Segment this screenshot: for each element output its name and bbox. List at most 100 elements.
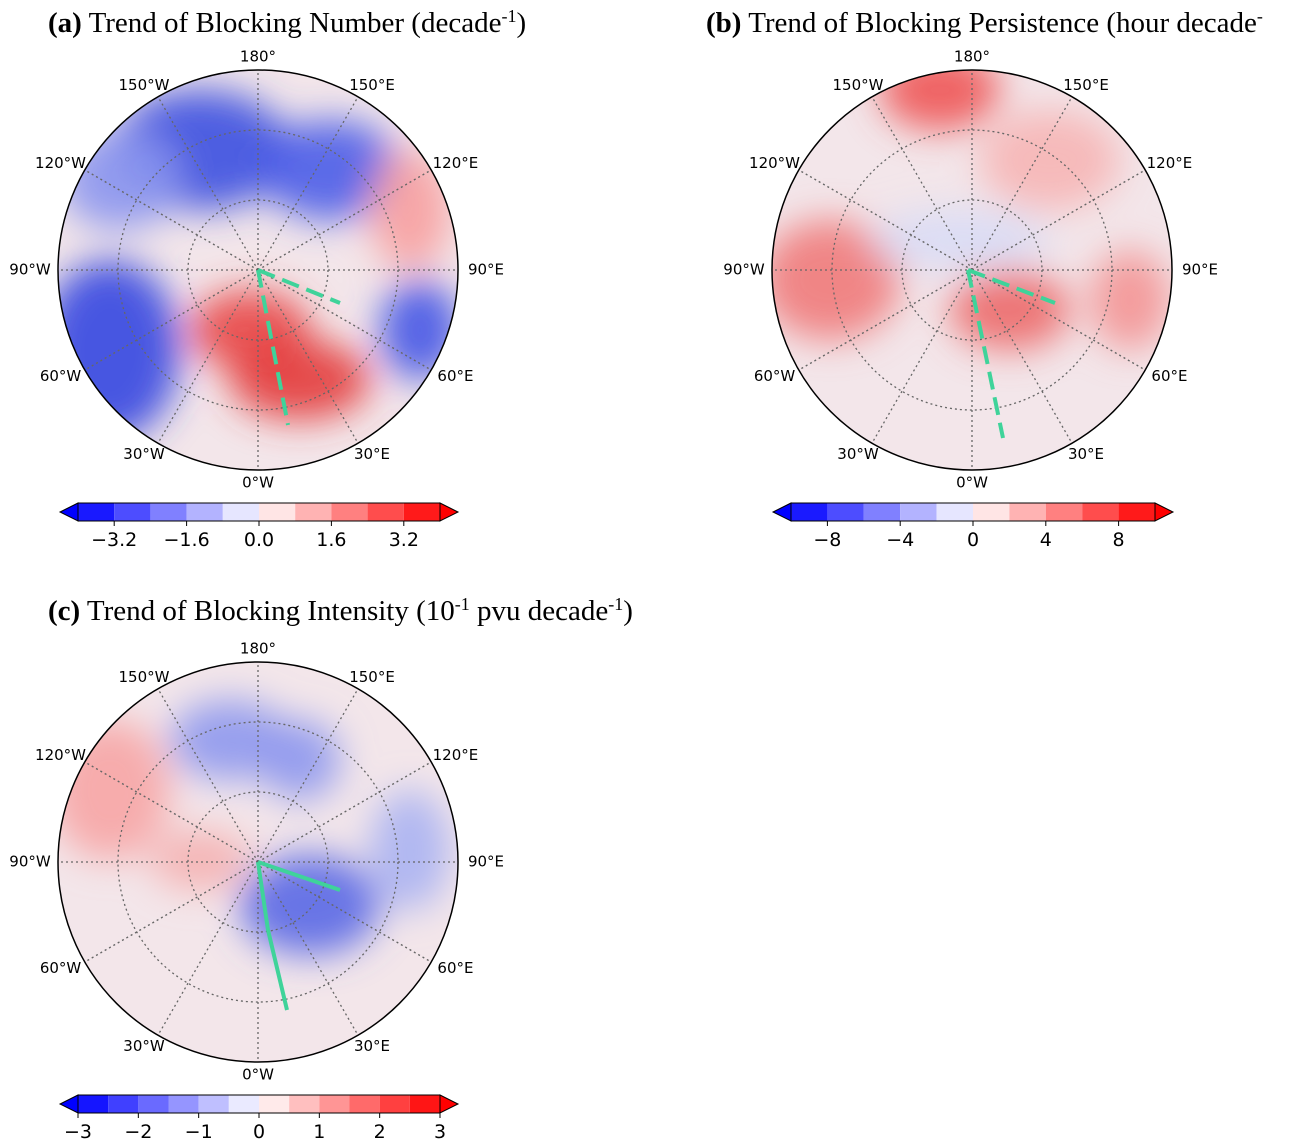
longitude-label: 180° — [240, 48, 276, 66]
colorbar-box — [410, 1095, 440, 1113]
longitude-label: 30°W — [837, 445, 879, 463]
longitude-label: 60°W — [40, 959, 82, 977]
panel: (c) Trend of Blocking Intensity (10-1 pv… — [9, 594, 633, 1143]
colorbar-tick-label: −3.2 — [91, 529, 137, 551]
colorbar-tick-label: 0 — [967, 529, 979, 551]
longitude-label: 150°W — [119, 76, 170, 94]
longitude-label: 30°E — [354, 1037, 390, 1055]
colorbar-box — [791, 503, 827, 521]
colorbar-box — [108, 1095, 138, 1113]
title-text: Trend of Blocking Intensity (10 — [87, 595, 455, 627]
longitude-label: 0°W — [242, 1066, 274, 1084]
longitude-label: 120°E — [433, 154, 479, 172]
colorbar-tick-label: −1.6 — [164, 529, 210, 551]
panel-label: (c) — [48, 595, 80, 627]
colorbar-box — [1082, 503, 1118, 521]
longitude-label: 120°W — [749, 154, 800, 172]
colorbar-tick-label: 8 — [1113, 529, 1125, 551]
colorbar-extend-low — [60, 1095, 78, 1113]
colorbar-tick-label: −8 — [813, 529, 841, 551]
colorbar-tick-label: 1.6 — [316, 529, 346, 551]
colorbar-tick-label: 3.2 — [389, 529, 419, 551]
panel-label: (b) — [706, 7, 741, 39]
map-field — [760, 50, 1172, 470]
colorbar-box — [169, 1095, 199, 1113]
longitude-label: 60°W — [40, 367, 82, 385]
longitude-label: 0°W — [242, 474, 274, 492]
colorbar-tick-label: 3 — [434, 1121, 446, 1143]
colorbar-box — [1009, 503, 1045, 521]
colorbar-box — [864, 503, 900, 521]
panel: (a) Trend of Blocking Number (decade-1) 1… — [9, 6, 526, 551]
title-text: ) — [516, 7, 526, 39]
colorbar-box — [827, 503, 863, 521]
longitude-label: 150°E — [349, 668, 395, 686]
colorbar-tick-label: 0 — [253, 1121, 265, 1143]
colorbar-extend-high — [440, 1095, 458, 1113]
title-superscript: -1 — [501, 6, 516, 26]
map-field — [40, 70, 460, 470]
colorbar-tick-label: −4 — [886, 529, 914, 551]
title-text: Trend of Blocking Persistence (hour deca… — [748, 7, 1257, 39]
anomaly-blob — [870, 210, 1050, 270]
panel-title: (c) Trend of Blocking Intensity (10-1 pv… — [48, 594, 633, 627]
longitude-label: 150°W — [833, 76, 884, 94]
colorbar-box — [973, 503, 1009, 521]
longitude-label: 120°E — [1147, 154, 1193, 172]
anomaly-blob — [950, 270, 1070, 350]
colorbar-box — [229, 1095, 259, 1113]
title-text: pvu decade — [470, 595, 609, 627]
anomaly-blob — [230, 340, 370, 420]
colorbar-extend-high — [440, 503, 458, 521]
colorbar-tick-label: −1 — [185, 1121, 213, 1143]
title-superscript: - — [1257, 6, 1263, 26]
anomaly-blob — [50, 720, 170, 860]
colorbar-extend-low — [773, 503, 791, 521]
longitude-label: 30°E — [354, 445, 390, 463]
longitude-label: 150°E — [349, 76, 395, 94]
longitude-label: 120°E — [433, 746, 479, 764]
longitude-label: 60°E — [437, 367, 473, 385]
colorbar-box — [78, 1095, 108, 1113]
anomaly-blob — [1090, 250, 1170, 350]
colorbar-box — [900, 503, 936, 521]
colorbar-box — [259, 1095, 289, 1113]
longitude-label: 60°E — [1151, 367, 1187, 385]
colorbar-box — [289, 1095, 319, 1113]
colorbar-box — [350, 1095, 380, 1113]
map-field — [50, 662, 458, 1062]
colorbar-box — [150, 503, 186, 521]
colorbar-box — [1119, 503, 1155, 521]
colorbar-box — [331, 503, 367, 521]
colorbar-box — [138, 1095, 168, 1113]
longitude-label: 120°W — [35, 154, 86, 172]
longitude-label: 90°W — [723, 261, 765, 279]
longitude-label: 60°E — [437, 959, 473, 977]
colorbar-extend-low — [60, 503, 78, 521]
longitude-label: 30°W — [123, 445, 165, 463]
longitude-label: 180° — [954, 48, 990, 66]
longitude-label: 150°W — [119, 668, 170, 686]
anomaly-blob — [150, 830, 250, 890]
longitude-label: 0°W — [956, 474, 988, 492]
colorbar-box — [78, 503, 114, 521]
colorbar-tick-label: −3 — [64, 1121, 92, 1143]
colorbar-box — [223, 503, 259, 521]
colorbar-box — [380, 1095, 410, 1113]
colorbar-box — [114, 503, 150, 521]
panel-label: (a) — [48, 7, 82, 39]
longitude-label: 90°E — [1182, 261, 1218, 279]
longitude-label: 90°W — [9, 261, 51, 279]
anomaly-blob — [380, 280, 460, 380]
title-superscript: -1 — [608, 594, 623, 614]
anomaly-blob — [370, 790, 450, 910]
longitude-label: 90°W — [9, 853, 51, 871]
title-superscript: -1 — [455, 594, 470, 614]
colorbar-box — [368, 503, 404, 521]
colorbar-tick-label: 1 — [313, 1121, 325, 1143]
panel-title: (b) Trend of Blocking Persistence (hour … — [706, 6, 1263, 39]
colorbar-tick-label: 2 — [374, 1121, 386, 1143]
colorbar-box — [937, 503, 973, 521]
panel-title: (a) Trend of Blocking Number (decade-1) — [48, 6, 526, 39]
colorbar-box — [1046, 503, 1082, 521]
